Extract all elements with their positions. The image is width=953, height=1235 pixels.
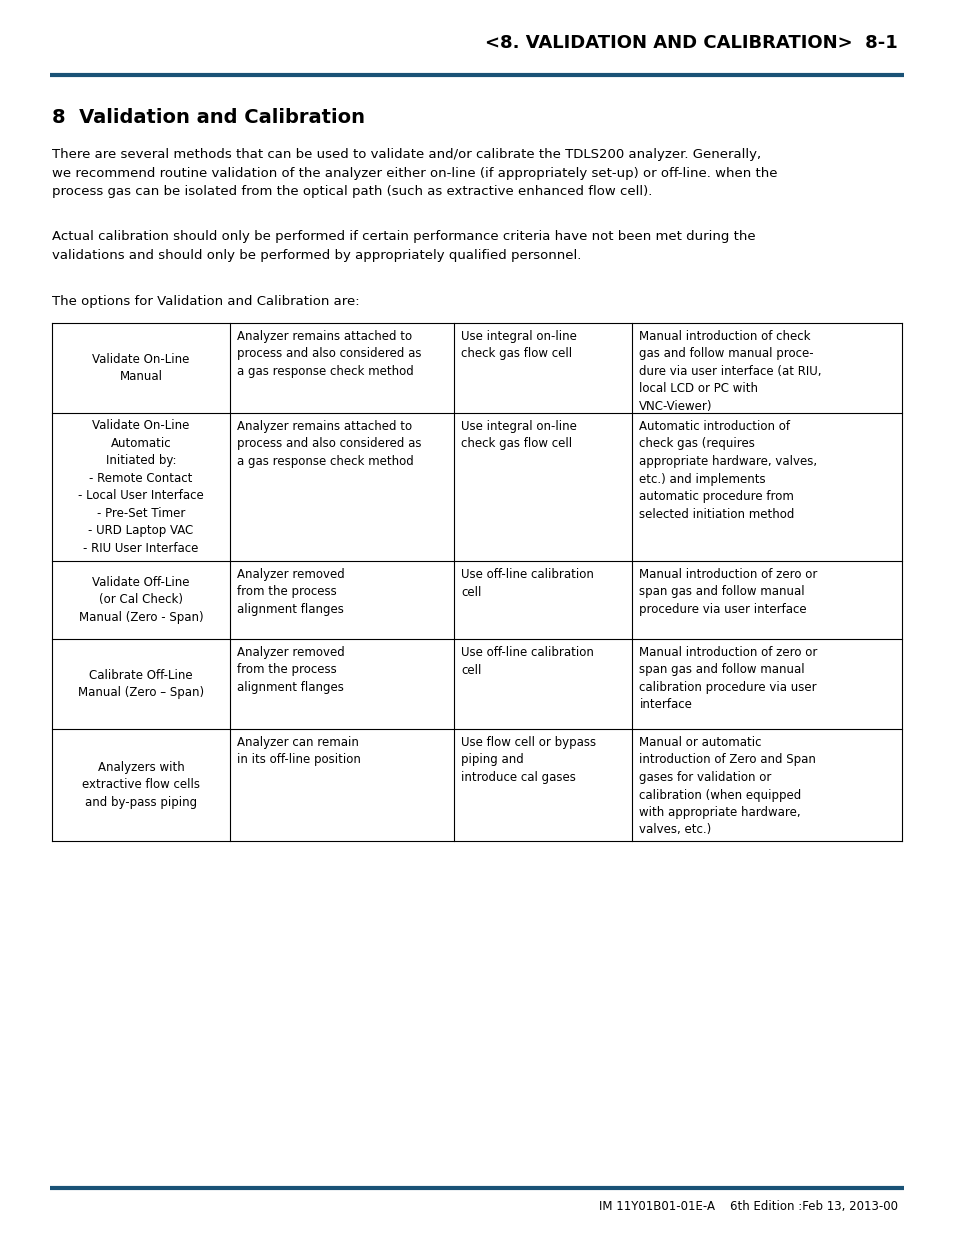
Text: Actual calibration should only be performed if certain performance criteria have: Actual calibration should only be perfor… (52, 230, 755, 262)
Text: Analyzer can remain
in its off-line position: Analyzer can remain in its off-line posi… (237, 736, 361, 767)
Text: Use integral on-line
check gas flow cell: Use integral on-line check gas flow cell (460, 420, 577, 451)
Text: Use integral on-line
check gas flow cell: Use integral on-line check gas flow cell (460, 330, 577, 361)
Text: <8. VALIDATION AND CALIBRATION>  8-1: <8. VALIDATION AND CALIBRATION> 8-1 (485, 35, 897, 52)
Text: There are several methods that can be used to validate and/or calibrate the TDLS: There are several methods that can be us… (52, 148, 777, 198)
Text: Analyzer remains attached to
process and also considered as
a gas response check: Analyzer remains attached to process and… (237, 420, 421, 468)
Text: Manual introduction of zero or
span gas and follow manual
procedure via user int: Manual introduction of zero or span gas … (639, 568, 817, 616)
Text: Validate On-Line
Automatic
Initiated by:
- Remote Contact
- Local User Interface: Validate On-Line Automatic Initiated by:… (78, 419, 204, 555)
Text: Manual introduction of zero or
span gas and follow manual
calibration procedure : Manual introduction of zero or span gas … (639, 646, 817, 711)
Text: 8  Validation and Calibration: 8 Validation and Calibration (52, 107, 365, 127)
Text: Analyzer removed
from the process
alignment flanges: Analyzer removed from the process alignm… (237, 568, 345, 616)
Text: Use off-line calibration
cell: Use off-line calibration cell (460, 646, 594, 677)
Text: IM 11Y01B01-01E-A    6th Edition :Feb 13, 2013-00: IM 11Y01B01-01E-A 6th Edition :Feb 13, 2… (598, 1200, 897, 1213)
Text: Use off-line calibration
cell: Use off-line calibration cell (460, 568, 594, 599)
Text: The options for Validation and Calibration are:: The options for Validation and Calibrati… (52, 295, 359, 308)
Text: Manual introduction of check
gas and follow manual proce-
dure via user interfac: Manual introduction of check gas and fol… (639, 330, 821, 412)
Text: Calibrate Off-Line
Manual (Zero – Span): Calibrate Off-Line Manual (Zero – Span) (78, 668, 204, 699)
Text: Validate On-Line
Manual: Validate On-Line Manual (92, 353, 190, 383)
Text: Use flow cell or bypass
piping and
introduce cal gases: Use flow cell or bypass piping and intro… (460, 736, 596, 784)
Text: Analyzer removed
from the process
alignment flanges: Analyzer removed from the process alignm… (237, 646, 345, 694)
Text: Validate Off-Line
(or Cal Check)
Manual (Zero - Span): Validate Off-Line (or Cal Check) Manual … (79, 576, 203, 624)
Text: Manual or automatic
introduction of Zero and Span
gases for validation or
calibr: Manual or automatic introduction of Zero… (639, 736, 816, 836)
Text: Automatic introduction of
check gas (requires
appropriate hardware, valves,
etc.: Automatic introduction of check gas (req… (639, 420, 817, 520)
Text: Analyzer remains attached to
process and also considered as
a gas response check: Analyzer remains attached to process and… (237, 330, 421, 378)
Text: Analyzers with
extractive flow cells
and by-pass piping: Analyzers with extractive flow cells and… (82, 761, 200, 809)
